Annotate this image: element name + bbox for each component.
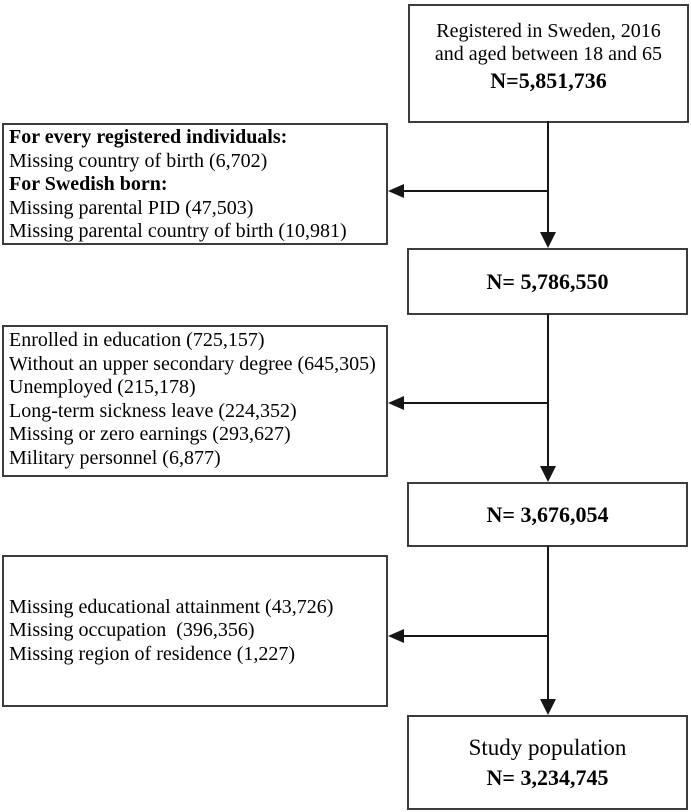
exclusion-item: Missing parental PID (47,503) [9, 196, 254, 219]
connector-vertical-2 [547, 314, 549, 468]
study-population-box: Study population N= 3,234,745 [407, 715, 688, 810]
exclusion-heading: For every registered individuals: [9, 126, 288, 148]
arrowhead-left-icon [388, 629, 404, 643]
exclusion-heading: For Swedish born: [9, 173, 168, 195]
population-count: N= 3,676,054 [486, 501, 609, 527]
exclusion-item: Missing parental country of birth (10,98… [9, 220, 347, 242]
exclusion-item: Long-term sickness leave (224,352) [9, 399, 297, 422]
exclusion-item: Unemployed (215,178) [9, 376, 196, 398]
population-box-2: N= 5,786,550 [407, 248, 688, 315]
exclusion-item: Without an upper secondary degree (645,3… [9, 352, 376, 375]
box-text-line: Study population [468, 734, 627, 760]
population-count: N= 3,234,745 [486, 764, 609, 790]
connector-horizontal-2 [400, 402, 548, 404]
exclusion-item: Missing or zero earnings (293,627) [9, 423, 291, 445]
connector-horizontal-1 [400, 190, 548, 192]
exclusion-box-labour-market: Enrolled in education (725,157) Without … [2, 325, 388, 477]
connector-vertical-3 [547, 546, 549, 701]
arrowhead-left-icon [388, 396, 404, 410]
exclusion-box-missing-data: Missing educational attainment (43,726) … [2, 555, 388, 707]
exclusion-box-registration: For every registered individuals: Missin… [2, 123, 388, 245]
box-text-line: and aged between 18 and 65 [434, 43, 663, 65]
population-box-registered: Registered in Sweden, 2016 and aged betw… [408, 4, 689, 123]
exclusion-item: Missing country of birth (6,702) [9, 149, 268, 172]
arrowhead-down-icon [540, 232, 556, 248]
exclusion-item: Missing occupation (396,356) [9, 619, 255, 642]
arrowhead-down-icon [540, 466, 556, 482]
exclusion-item: Enrolled in education (725,157) [9, 329, 265, 351]
population-count: N=5,851,736 [490, 68, 607, 93]
exclusion-item: Missing educational attainment (43,726) [9, 595, 334, 618]
exclusion-item: Military personnel (6,877) [9, 446, 221, 469]
arrowhead-down-icon [540, 699, 556, 715]
population-box-3: N= 3,676,054 [407, 482, 688, 547]
connector-vertical-1 [547, 121, 549, 235]
arrowhead-left-icon [388, 184, 404, 198]
exclusion-item: Missing region of residence (1,227) [9, 642, 296, 665]
population-count: N= 5,786,550 [486, 268, 609, 294]
connector-horizontal-3 [400, 635, 548, 637]
box-text-line: Registered in Sweden, 2016 [436, 20, 661, 42]
